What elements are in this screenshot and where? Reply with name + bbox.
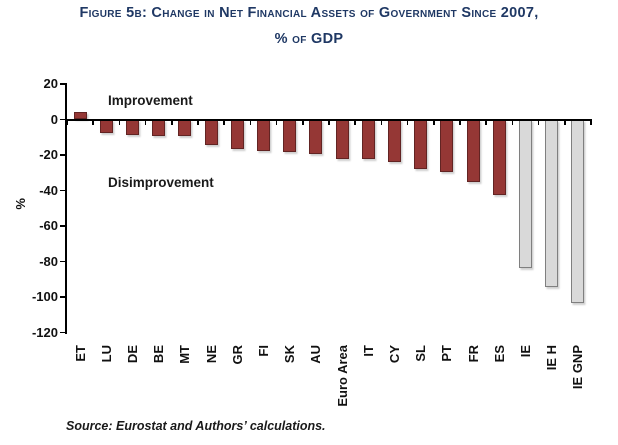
- x-label-ne: NE: [203, 345, 219, 364]
- x-label-lu: LU: [98, 345, 114, 363]
- x-label-it: IT: [360, 345, 376, 357]
- bar-au: [309, 119, 323, 155]
- x-tick-mark: [302, 120, 304, 125]
- x-tick-mark: [66, 120, 68, 125]
- bar-be: [152, 119, 166, 137]
- x-tick-mark: [590, 120, 592, 125]
- x-label-et: ET: [72, 345, 88, 362]
- y-tick-mark: [60, 154, 66, 156]
- y-tick-label: -20: [39, 147, 58, 162]
- y-tick-label: -80: [39, 253, 58, 269]
- bar-mt: [178, 119, 192, 137]
- y-tick-label: 0: [50, 111, 58, 127]
- x-tick-mark: [406, 120, 409, 125]
- y-tick-mark: [60, 331, 66, 334]
- y-tick-mark: [60, 296, 66, 298]
- x-label-gr: GR: [229, 345, 245, 365]
- x-tick-mark: [144, 120, 147, 125]
- y-tick-mark: [60, 189, 66, 192]
- x-tick-mark: [459, 120, 461, 125]
- bar-gr: [230, 119, 244, 149]
- bar-de: [126, 119, 139, 136]
- source-note: Source: Eurostat and Authors’ calculatio…: [66, 419, 326, 433]
- x-label-es: ES: [491, 345, 507, 363]
- x-label-de: DE: [125, 345, 140, 364]
- y-tick-mark: [60, 225, 66, 227]
- improvement-annotation: Improvement: [108, 93, 193, 108]
- bar-cy: [388, 119, 401, 163]
- bar-ie-h: [545, 119, 559, 288]
- bar-euro-area: [335, 119, 349, 159]
- x-tick-mark: [354, 120, 356, 125]
- x-label-be: BE: [151, 345, 167, 364]
- y-tick-mark: [60, 118, 66, 121]
- x-label-euro-area: Euro Area: [334, 345, 350, 407]
- x-label-sk: SK: [282, 345, 298, 364]
- y-tick-label: -60: [39, 218, 58, 233]
- figure-title-line2: % of GDP: [274, 31, 344, 47]
- x-label-au: AU: [308, 345, 324, 364]
- y-tick-label: -100: [31, 289, 58, 304]
- bar-it: [361, 119, 375, 159]
- x-tick-mark: [511, 120, 514, 125]
- x-axis-zero-line: [65, 118, 592, 121]
- x-tick-mark: [249, 120, 252, 125]
- x-label-ie: IE: [518, 345, 533, 358]
- bar-fi: [257, 119, 270, 152]
- x-tick-mark: [433, 120, 435, 125]
- bar-pt: [440, 119, 454, 172]
- x-tick-mark: [328, 120, 330, 125]
- x-tick-mark: [118, 120, 121, 125]
- bar-ie: [519, 119, 532, 268]
- bar-sk: [283, 119, 297, 153]
- x-tick-mark: [92, 120, 94, 125]
- y-tick-label: 20: [43, 76, 58, 91]
- bar-ne: [204, 119, 218, 146]
- y-axis-line: [65, 83, 67, 334]
- x-label-fr: FR: [465, 345, 481, 363]
- bar-ie-gnp: [571, 119, 585, 304]
- figure-title-line1: Figure 5b: Change in Net Financial Asset…: [79, 5, 539, 21]
- x-tick-mark: [564, 120, 566, 125]
- x-label-ie-gnp: IE GNP: [570, 345, 586, 390]
- y-tick-mark: [60, 83, 66, 85]
- x-label-mt: MT: [177, 345, 193, 364]
- y-tick-mark: [60, 260, 66, 263]
- x-label-fi: FI: [256, 345, 271, 357]
- x-label-sl: SL: [413, 345, 429, 362]
- y-tick-label: -120: [31, 324, 58, 340]
- bar-sl: [414, 119, 428, 170]
- y-tick-label: -40: [39, 182, 58, 198]
- x-tick-mark: [485, 120, 487, 125]
- x-label-cy: CY: [387, 345, 402, 364]
- x-tick-mark: [380, 120, 383, 125]
- disimprovement-annotation: Disimprovement: [108, 175, 214, 190]
- x-tick-mark: [275, 120, 278, 125]
- bar-es: [492, 119, 506, 195]
- bar-lu: [99, 119, 113, 133]
- x-tick-mark: [223, 120, 225, 125]
- bar-fr: [466, 119, 480, 182]
- x-label-ie-h: IE H: [544, 345, 560, 371]
- x-label-pt: PT: [439, 345, 455, 362]
- y-axis-unit-label: %: [13, 198, 28, 210]
- x-tick-mark: [197, 120, 199, 125]
- x-tick-mark: [171, 120, 173, 125]
- x-tick-mark: [537, 120, 540, 125]
